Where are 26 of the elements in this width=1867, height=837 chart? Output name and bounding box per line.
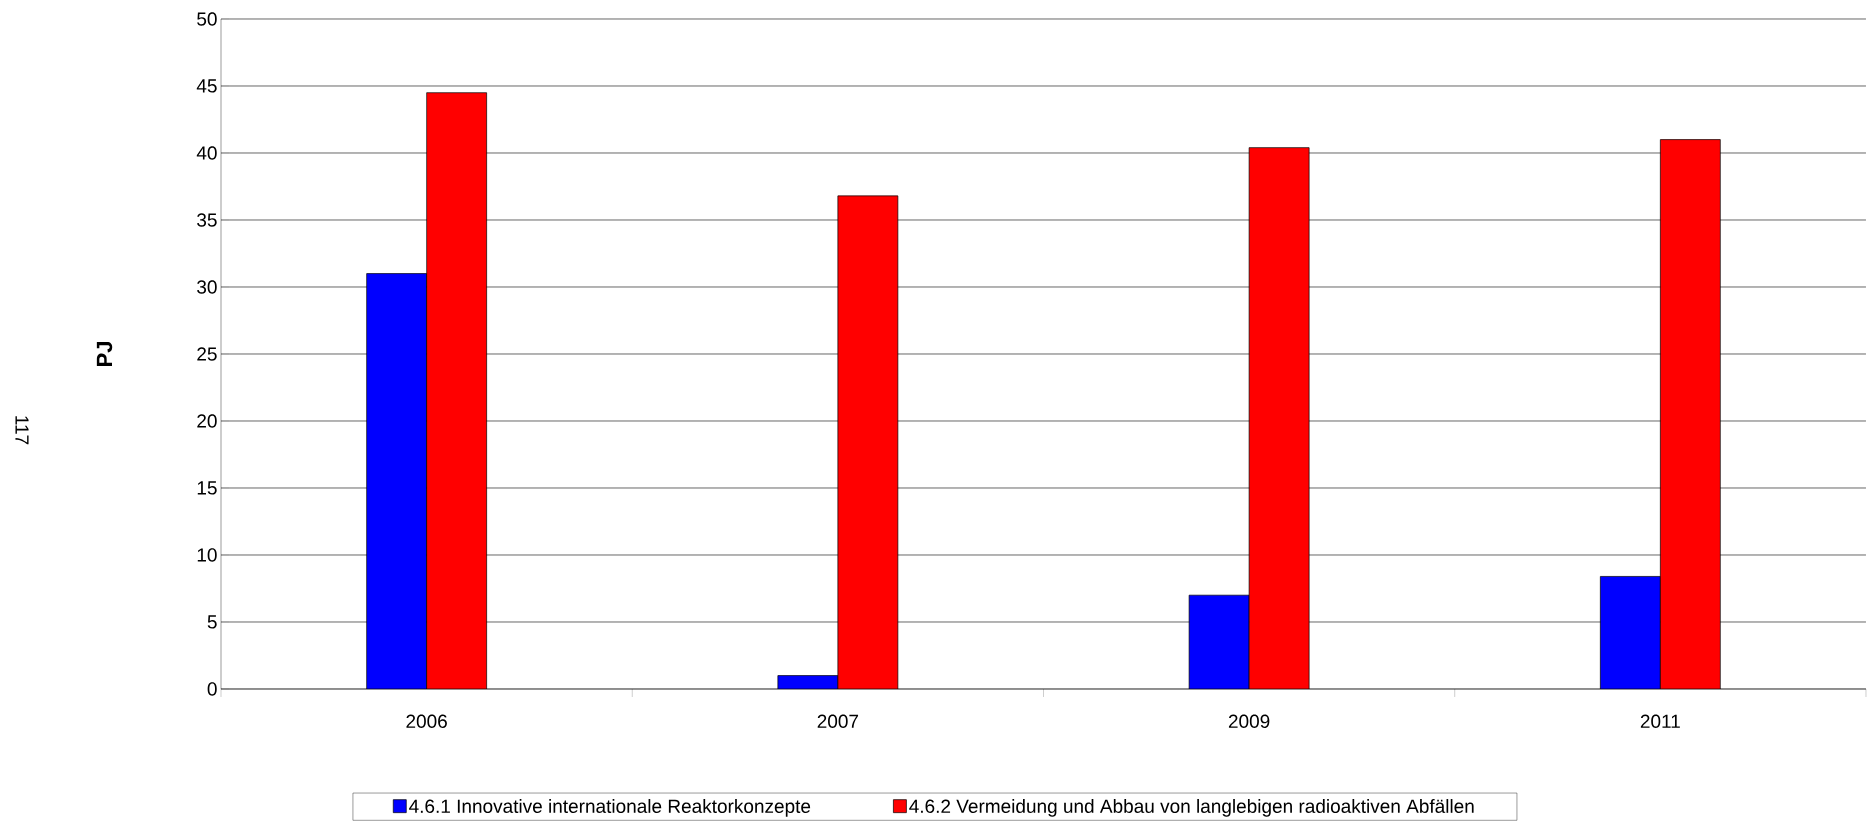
y-tick-label: 30: [197, 280, 217, 294]
y-tick-label: 45: [196, 79, 217, 93]
legend-label: 4.6.1 Innovative internationale Reaktorkonzepte: [409, 799, 811, 817]
x-tick-label: 2011: [1640, 714, 1680, 728]
y-tick-label: 20: [197, 414, 217, 428]
bar: [1188, 594, 1250, 689]
y-tick-label: 35: [197, 213, 217, 227]
bar: [1600, 576, 1661, 689]
y-tick-label: 25: [197, 347, 217, 361]
bar: [1660, 139, 1721, 689]
y-axis-title: PJ: [96, 342, 113, 366]
y-tick-label: 5: [207, 615, 217, 629]
bar: [426, 92, 487, 689]
y-tick-label: 0: [207, 682, 217, 696]
y-tick-label: 50: [197, 12, 217, 26]
bar: [366, 273, 427, 689]
bar: [837, 195, 899, 689]
y-tick-label: 10: [197, 548, 217, 562]
legend-label: 4.6.2 Vermeidung und Abbau von langlebigen radioaktiven Abfällen: [909, 799, 1474, 817]
y-tick-label: 40: [196, 146, 217, 160]
x-tick-label: 2007: [817, 714, 859, 728]
y-tick-label: 15: [197, 481, 217, 495]
x-tick-label: 2006: [406, 714, 447, 728]
text: 117: [15, 416, 29, 445]
bar: [1248, 147, 1310, 689]
x-tick-label: 2009: [1228, 714, 1270, 728]
